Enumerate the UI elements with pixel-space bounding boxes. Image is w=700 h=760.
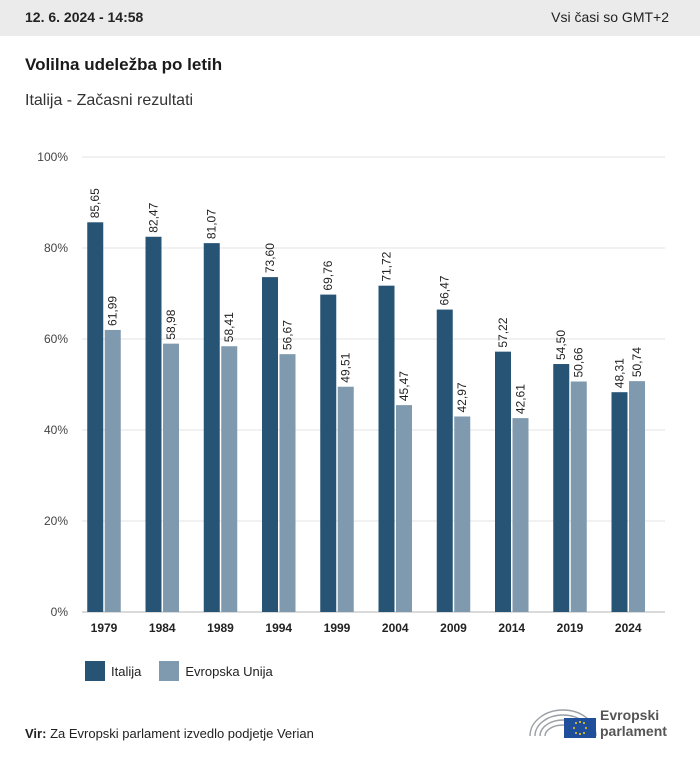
source-note: Vir: Za Evropski parlament izvedlo podje…	[25, 726, 314, 741]
bar-eu	[279, 354, 296, 612]
bar-eu	[337, 386, 354, 612]
y-tick-label: 40%	[44, 423, 68, 437]
y-tick-label: 0%	[51, 605, 69, 619]
data-label: 54,50	[554, 330, 568, 360]
y-tick-label: 20%	[44, 514, 68, 528]
legend-swatch-italija	[85, 661, 105, 681]
bar-eu	[512, 418, 529, 612]
bar-italija	[611, 392, 628, 612]
y-tick-label: 100%	[37, 150, 68, 164]
bar-italija	[378, 285, 395, 612]
y-tick-label: 80%	[44, 241, 68, 255]
data-label: 42,61	[514, 384, 528, 414]
bar-italija	[495, 351, 511, 612]
bar-italija	[436, 309, 453, 612]
data-label: 56,67	[281, 320, 295, 350]
data-label: 57,22	[496, 317, 510, 347]
data-label: 61,99	[106, 296, 120, 326]
x-tick-label: 1979	[91, 621, 118, 635]
logo-line1: Evropski	[600, 707, 660, 723]
data-label: 71,72	[380, 251, 394, 281]
x-tick-label: 1984	[149, 621, 176, 635]
data-label: 82,47	[147, 202, 161, 232]
bar-italija	[87, 222, 104, 612]
x-tick-label: 2019	[557, 621, 584, 635]
turnout-bar-chart: 0% 20% 40% 60% 80% 100% 85,65 61,99 82,47 58,98 8…	[37, 150, 665, 635]
results-timestamp: 12. 6. 2024 - 14:58	[25, 9, 144, 25]
data-label: 58,41	[222, 312, 236, 342]
data-label: 48,31	[613, 358, 627, 388]
logo-line2: parlament	[600, 723, 667, 739]
data-label: 45,47	[397, 371, 411, 401]
bar-italija	[553, 364, 570, 612]
legend-swatch-eu	[159, 661, 180, 681]
ep-logo: Evropski parlament	[528, 702, 678, 742]
x-tick-label: 1999	[324, 621, 351, 635]
source-text: Za Evropski parlament izvedlo podjetje V…	[50, 726, 314, 741]
x-tick-label: 2004	[382, 621, 409, 635]
bar-eu	[570, 381, 587, 612]
x-tick-label: 1994	[265, 621, 292, 635]
header-bar: 12. 6. 2024 - 14:58 Vsi časi so GMT+2	[0, 0, 700, 36]
data-label: 66,47	[438, 275, 452, 305]
bar-eu	[454, 416, 471, 612]
legend-label-italija: Italija	[111, 663, 142, 679]
data-label: 85,65	[88, 188, 102, 218]
bar-eu	[163, 343, 179, 612]
bar-italija	[262, 277, 278, 612]
bar-eu	[104, 329, 121, 612]
bar-eu	[221, 346, 238, 612]
source-label: Vir:	[25, 726, 47, 741]
data-label: 50,74	[630, 347, 644, 377]
bar-italija	[145, 236, 162, 612]
legend-item-italija[interactable]: Italija	[85, 661, 141, 681]
data-label: 69,76	[321, 260, 335, 290]
bar-eu	[629, 381, 645, 612]
data-label: 58,98	[164, 309, 178, 339]
x-tick-label: 2009	[440, 621, 467, 635]
chart-legend: Italija Evropska Unija	[85, 661, 291, 681]
data-label: 49,51	[339, 352, 353, 382]
bar-eu	[396, 405, 412, 612]
data-label: 81,07	[205, 209, 219, 239]
x-tick-label: 2014	[498, 621, 525, 635]
chart-title: Volilna udeležba po letih	[25, 55, 223, 74]
legend-item-eu[interactable]: Evropska Unija	[159, 661, 273, 681]
parliament-hemicycle-icon	[529, 709, 597, 738]
bar-italija	[320, 294, 337, 612]
data-label: 50,66	[572, 347, 586, 377]
bar-italija	[203, 243, 220, 612]
timezone-note: Vsi časi so GMT+2	[551, 9, 669, 25]
data-label: 73,60	[263, 243, 277, 273]
x-tick-label: 1989	[207, 621, 234, 635]
chart-subtitle: Italija - Začasni rezultati	[25, 92, 194, 109]
x-tick-label: 2024	[615, 621, 642, 635]
y-tick-label: 60%	[44, 332, 68, 346]
legend-label-eu: Evropska Unija	[185, 663, 273, 679]
data-label: 42,97	[455, 382, 469, 412]
